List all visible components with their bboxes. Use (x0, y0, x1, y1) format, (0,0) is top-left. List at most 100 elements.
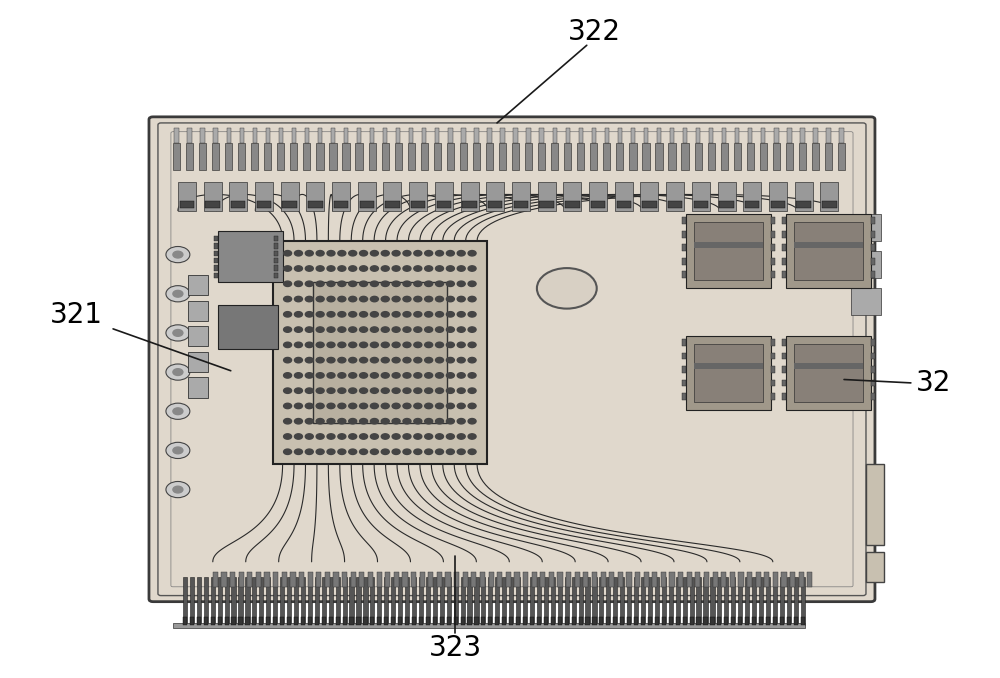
Circle shape (468, 312, 476, 317)
Bar (564, 143, 571, 170)
Bar (592, 128, 596, 143)
Bar (301, 616, 305, 624)
Bar (214, 265, 218, 271)
Bar (690, 578, 694, 624)
Bar (629, 143, 637, 170)
Bar (360, 201, 374, 208)
Circle shape (316, 434, 324, 439)
Circle shape (457, 357, 465, 363)
Circle shape (446, 357, 454, 363)
Circle shape (166, 481, 190, 498)
Bar (173, 622, 805, 628)
Circle shape (425, 251, 433, 256)
Bar (336, 578, 340, 624)
Circle shape (436, 296, 444, 302)
Bar (467, 578, 472, 624)
Bar (820, 182, 838, 211)
Circle shape (305, 403, 313, 409)
Bar (603, 143, 610, 170)
Bar (703, 616, 708, 624)
Bar (231, 578, 236, 624)
Bar (782, 353, 786, 359)
Bar (509, 616, 513, 624)
Bar (682, 271, 686, 278)
Bar (796, 201, 811, 208)
Bar (437, 201, 451, 208)
Bar (273, 616, 277, 624)
Circle shape (327, 312, 335, 317)
Bar (266, 578, 270, 624)
Bar (738, 578, 742, 624)
Circle shape (381, 434, 389, 439)
Bar (488, 616, 492, 624)
Bar (717, 616, 721, 624)
Bar (786, 214, 871, 288)
Bar (419, 616, 423, 624)
Bar (606, 616, 610, 624)
Bar (245, 616, 250, 624)
Circle shape (349, 312, 357, 317)
Bar (359, 572, 364, 586)
Bar (437, 572, 442, 586)
Circle shape (294, 403, 302, 409)
Bar (787, 578, 791, 624)
Circle shape (360, 357, 368, 363)
Bar (851, 252, 881, 278)
Circle shape (173, 252, 183, 258)
Bar (370, 578, 374, 624)
Bar (773, 578, 777, 624)
Bar (402, 572, 408, 586)
Bar (299, 572, 304, 586)
Bar (408, 143, 415, 170)
Circle shape (316, 327, 324, 332)
Bar (422, 128, 426, 143)
Circle shape (316, 373, 324, 378)
Bar (294, 616, 298, 624)
Bar (799, 143, 806, 170)
Circle shape (537, 268, 597, 308)
Bar (454, 578, 458, 624)
Circle shape (381, 312, 389, 317)
Circle shape (316, 418, 324, 424)
Circle shape (403, 403, 411, 409)
Circle shape (284, 418, 292, 424)
Circle shape (381, 342, 389, 348)
Bar (290, 143, 297, 170)
Bar (683, 578, 687, 624)
Bar (356, 616, 361, 624)
Bar (282, 201, 297, 208)
Bar (277, 143, 284, 170)
Circle shape (414, 388, 422, 393)
Bar (385, 201, 400, 208)
Bar (454, 572, 459, 586)
Bar (391, 616, 395, 624)
Bar (488, 578, 492, 624)
Bar (682, 339, 686, 346)
Bar (558, 616, 562, 624)
Bar (474, 128, 479, 143)
Bar (204, 616, 208, 624)
Bar (670, 128, 674, 143)
Circle shape (316, 342, 324, 348)
Circle shape (425, 281, 433, 287)
Circle shape (370, 403, 378, 409)
Circle shape (166, 403, 190, 420)
Circle shape (294, 296, 302, 302)
Circle shape (294, 373, 302, 378)
Bar (264, 572, 270, 586)
Bar (738, 616, 742, 624)
Bar (579, 578, 583, 624)
Circle shape (338, 357, 346, 363)
Circle shape (370, 449, 378, 454)
Bar (342, 572, 347, 586)
Circle shape (381, 357, 389, 363)
Bar (686, 336, 771, 410)
Circle shape (349, 281, 357, 287)
Bar (332, 182, 350, 211)
Bar (756, 572, 761, 586)
Bar (487, 128, 492, 143)
Circle shape (414, 434, 422, 439)
Circle shape (436, 403, 444, 409)
Circle shape (468, 342, 476, 348)
Bar (539, 201, 554, 208)
